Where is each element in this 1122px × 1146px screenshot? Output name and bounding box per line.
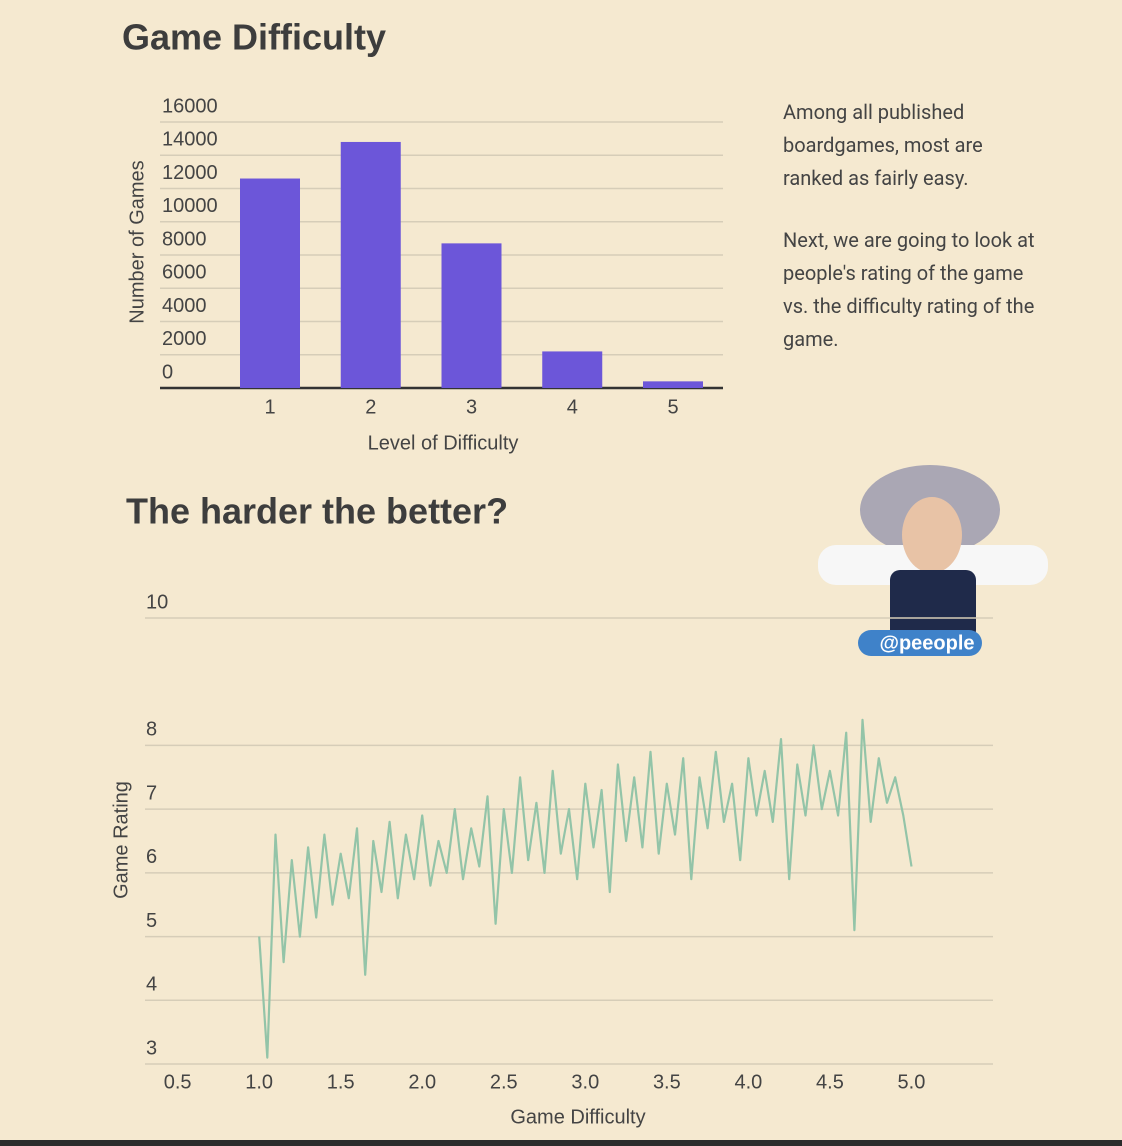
- y-tick-label: 8000: [162, 228, 207, 250]
- bar: [542, 351, 603, 388]
- chart-title: Game Difficulty: [122, 17, 386, 58]
- y-tick-label: 8: [146, 719, 157, 741]
- y-tick-label: 0: [162, 361, 173, 383]
- annotation: Next, we are going to look at people's r…: [783, 228, 1035, 351]
- bar: [240, 178, 300, 388]
- bottom-bar: [0, 1140, 1122, 1146]
- x-tick-label: 0.5: [164, 1071, 192, 1093]
- x-tick-label: 3.0: [571, 1071, 599, 1093]
- x-tick-label: 1.5: [327, 1071, 355, 1093]
- x-tick-label: 2.0: [408, 1071, 436, 1093]
- y-tick-label: 14000: [162, 129, 218, 151]
- x-tick-label: 1.0: [245, 1071, 273, 1093]
- x-tick-label: 3.5: [653, 1071, 681, 1093]
- y-tick-label: 7: [146, 782, 157, 804]
- y-tick-label: 6: [146, 846, 157, 868]
- data-line: [258, 718, 913, 1059]
- y-tick-label: 10000: [162, 195, 218, 217]
- x-tick-label: 2.5: [490, 1071, 518, 1093]
- y-tick-label: 10: [146, 591, 168, 613]
- x-tick-label: 1: [264, 396, 275, 418]
- y-tick-label: 2000: [162, 328, 207, 350]
- y-tick-label: 4000: [162, 295, 207, 317]
- y-tick-label: 3: [146, 1037, 157, 1059]
- x-tick-label: 3: [466, 396, 477, 418]
- x-tick-label: 4.0: [734, 1071, 762, 1093]
- bar: [340, 141, 401, 388]
- y-axis-label: Number of Games: [126, 160, 148, 323]
- x-axis-label: Game Difficulty: [510, 1106, 645, 1128]
- x-tick-label: 5: [667, 396, 678, 418]
- x-tick-label: 4: [567, 396, 578, 418]
- y-tick-label: 16000: [162, 95, 218, 117]
- sticker: @peeople: [818, 465, 1048, 656]
- x-axis-label: Level of Difficulty: [368, 432, 519, 454]
- bar: [441, 243, 502, 388]
- y-tick-label: 4: [146, 974, 157, 996]
- y-axis-label: Game Rating: [110, 781, 132, 899]
- annotation: Among all published boardgames, most are…: [783, 100, 983, 190]
- y-tick-label: 12000: [162, 162, 218, 184]
- x-tick-label: 4.5: [816, 1071, 844, 1093]
- bar: [643, 381, 703, 388]
- x-tick-label: 5.0: [898, 1071, 926, 1093]
- y-tick-label: 5: [146, 910, 157, 932]
- x-tick-label: 2: [365, 396, 376, 418]
- chart-title: The harder the better?: [126, 491, 508, 532]
- sticker-label: @peeople: [879, 632, 974, 654]
- y-tick-label: 6000: [162, 262, 207, 284]
